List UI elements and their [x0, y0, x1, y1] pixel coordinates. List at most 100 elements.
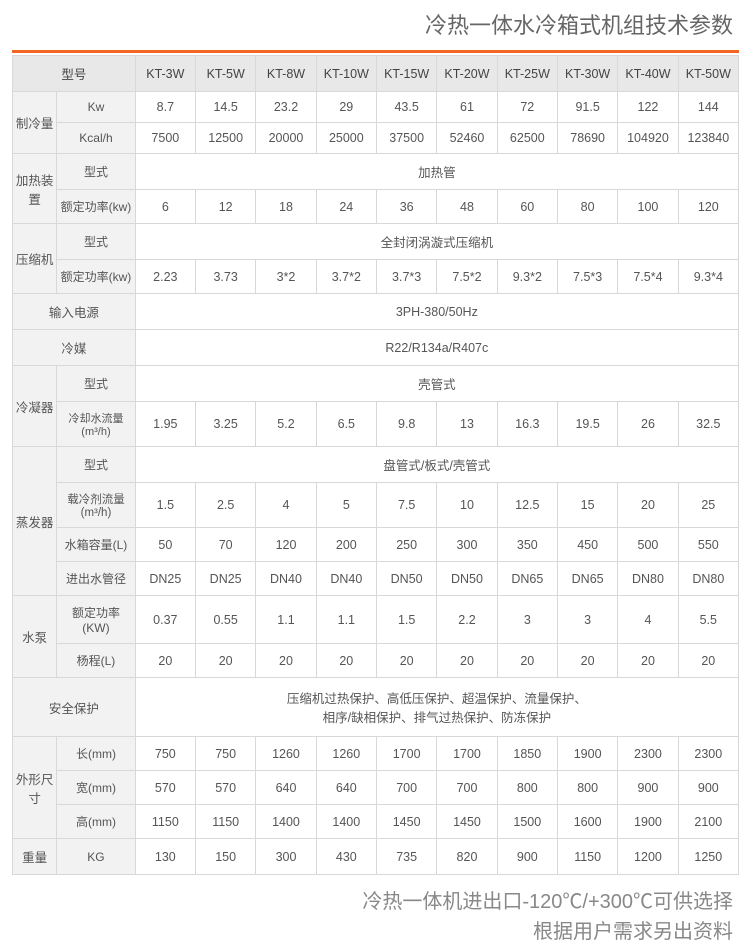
cell: 1500 [497, 805, 557, 839]
lbl-rated-kw: 额定功率(kw) [57, 260, 135, 294]
cell: 9.8 [376, 402, 436, 447]
cell: 25000 [316, 123, 376, 154]
cell: 750 [196, 737, 256, 771]
row-heater-type: 加热装置 型式 加热管 [13, 154, 739, 190]
cell: 13 [437, 402, 497, 447]
cell: DN40 [256, 562, 316, 596]
cell: 9.3*2 [497, 260, 557, 294]
lbl-type: 型式 [57, 154, 135, 190]
cell: DN80 [618, 562, 678, 596]
cell: 0.55 [196, 596, 256, 644]
cell: 48 [437, 190, 497, 224]
cell: 5.5 [678, 596, 738, 644]
cell: 20 [135, 644, 195, 678]
cell: 20 [437, 644, 497, 678]
cell: 750 [135, 737, 195, 771]
cell: 7.5*2 [437, 260, 497, 294]
row-evap-flow: 载冷剂流量 (m³/h) 1.52.5457.51012.5152025 [13, 483, 739, 528]
cell: 29 [316, 92, 376, 123]
cell: DN50 [376, 562, 436, 596]
row-pump-kw: 水泵 额定功率(KW) 0.370.551.11.11.52.23345.5 [13, 596, 739, 644]
cell: 900 [678, 771, 738, 805]
cell: 130 [135, 839, 195, 875]
cell: 2300 [618, 737, 678, 771]
cell: 120 [256, 528, 316, 562]
lbl-H: 高(mm) [57, 805, 135, 839]
cell: 15 [557, 483, 617, 528]
cell: 20 [618, 644, 678, 678]
lbl-W: 宽(mm) [57, 771, 135, 805]
lbl-cooling-flow: 冷却水流量(m³/h) [57, 402, 135, 447]
cell-span: 3PH-380/50Hz [135, 294, 738, 330]
cell: DN65 [557, 562, 617, 596]
cell: 24 [316, 190, 376, 224]
cell: 3.7*3 [376, 260, 436, 294]
cell: 2100 [678, 805, 738, 839]
cell: 1260 [256, 737, 316, 771]
footer-text: 冷热一体机进出口-120℃/+300℃可供选择 根据用户需求另出资料 [0, 875, 751, 947]
th-m1: KT-5W [196, 56, 256, 92]
cell: 20 [557, 644, 617, 678]
cell: 20 [196, 644, 256, 678]
row-pipe: 进出水管径 DN25DN25DN40DN40DN50DN50DN65DN65DN… [13, 562, 739, 596]
cell: 50 [135, 528, 195, 562]
th-m3: KT-10W [316, 56, 376, 92]
cell: 6.5 [316, 402, 376, 447]
row-pump-head: 杨程(L) 20202020202020202020 [13, 644, 739, 678]
row-safety: 安全保护 压缩机过热保护、高低压保护、超温保护、流量保护、 相序/缺相保护、排气… [13, 678, 739, 737]
cell: 6 [135, 190, 195, 224]
lbl-safety: 安全保护 [13, 678, 136, 737]
cell: 640 [316, 771, 376, 805]
cell: 0.37 [135, 596, 195, 644]
cell: 9.3*4 [678, 260, 738, 294]
cell: 3.7*2 [316, 260, 376, 294]
cell: 3 [557, 596, 617, 644]
cell: 3.73 [196, 260, 256, 294]
cell: 8.7 [135, 92, 195, 123]
cell: 150 [196, 839, 256, 875]
cell: 123840 [678, 123, 738, 154]
cell: 300 [256, 839, 316, 875]
cell: 3 [497, 596, 557, 644]
cell: 450 [557, 528, 617, 562]
cell: 3.25 [196, 402, 256, 447]
cell: DN50 [437, 562, 497, 596]
cell: 25 [678, 483, 738, 528]
cell-span: 盘管式/板式/壳管式 [135, 447, 738, 483]
row-cooling-kw: 制冷量 Kw 8.714.523.22943.5617291.5122144 [13, 92, 739, 123]
lbl-compressor: 压缩机 [13, 224, 57, 294]
lbl-pipe: 进出水管径 [57, 562, 135, 596]
cell: 43.5 [376, 92, 436, 123]
lbl-type: 型式 [57, 224, 135, 260]
cell: 800 [557, 771, 617, 805]
cell: DN25 [196, 562, 256, 596]
cell: 1400 [316, 805, 376, 839]
cell: 350 [497, 528, 557, 562]
cell: 1.1 [316, 596, 376, 644]
row-weight: 重量 KG 130150300430735820900115012001250 [13, 839, 739, 875]
divider-bar [12, 50, 739, 53]
header-row: 型号 KT-3W KT-5W KT-8W KT-10W KT-15W KT-20… [13, 56, 739, 92]
row-heater-kw: 额定功率(kw) 612182436486080100120 [13, 190, 739, 224]
cell: DN40 [316, 562, 376, 596]
lbl-head: 杨程(L) [57, 644, 135, 678]
cell: 62500 [497, 123, 557, 154]
cell: 250 [376, 528, 436, 562]
cell: 16.3 [497, 402, 557, 447]
cell-span: 加热管 [135, 154, 738, 190]
row-compressor-type: 压缩机 型式 全封闭涡漩式压缩机 [13, 224, 739, 260]
cell: 2300 [678, 737, 738, 771]
cell: 570 [135, 771, 195, 805]
cell: 735 [376, 839, 436, 875]
cell: 1850 [497, 737, 557, 771]
cell: 20 [316, 644, 376, 678]
cell: 430 [316, 839, 376, 875]
lbl-dims: 外形尺寸 [13, 737, 57, 839]
cell: 1150 [135, 805, 195, 839]
lbl-evaporator: 蒸发器 [13, 447, 57, 596]
cell: 3*2 [256, 260, 316, 294]
lbl-type: 型式 [57, 366, 135, 402]
cell: 12 [196, 190, 256, 224]
cell: 300 [437, 528, 497, 562]
lbl-condenser: 冷凝器 [13, 366, 57, 447]
